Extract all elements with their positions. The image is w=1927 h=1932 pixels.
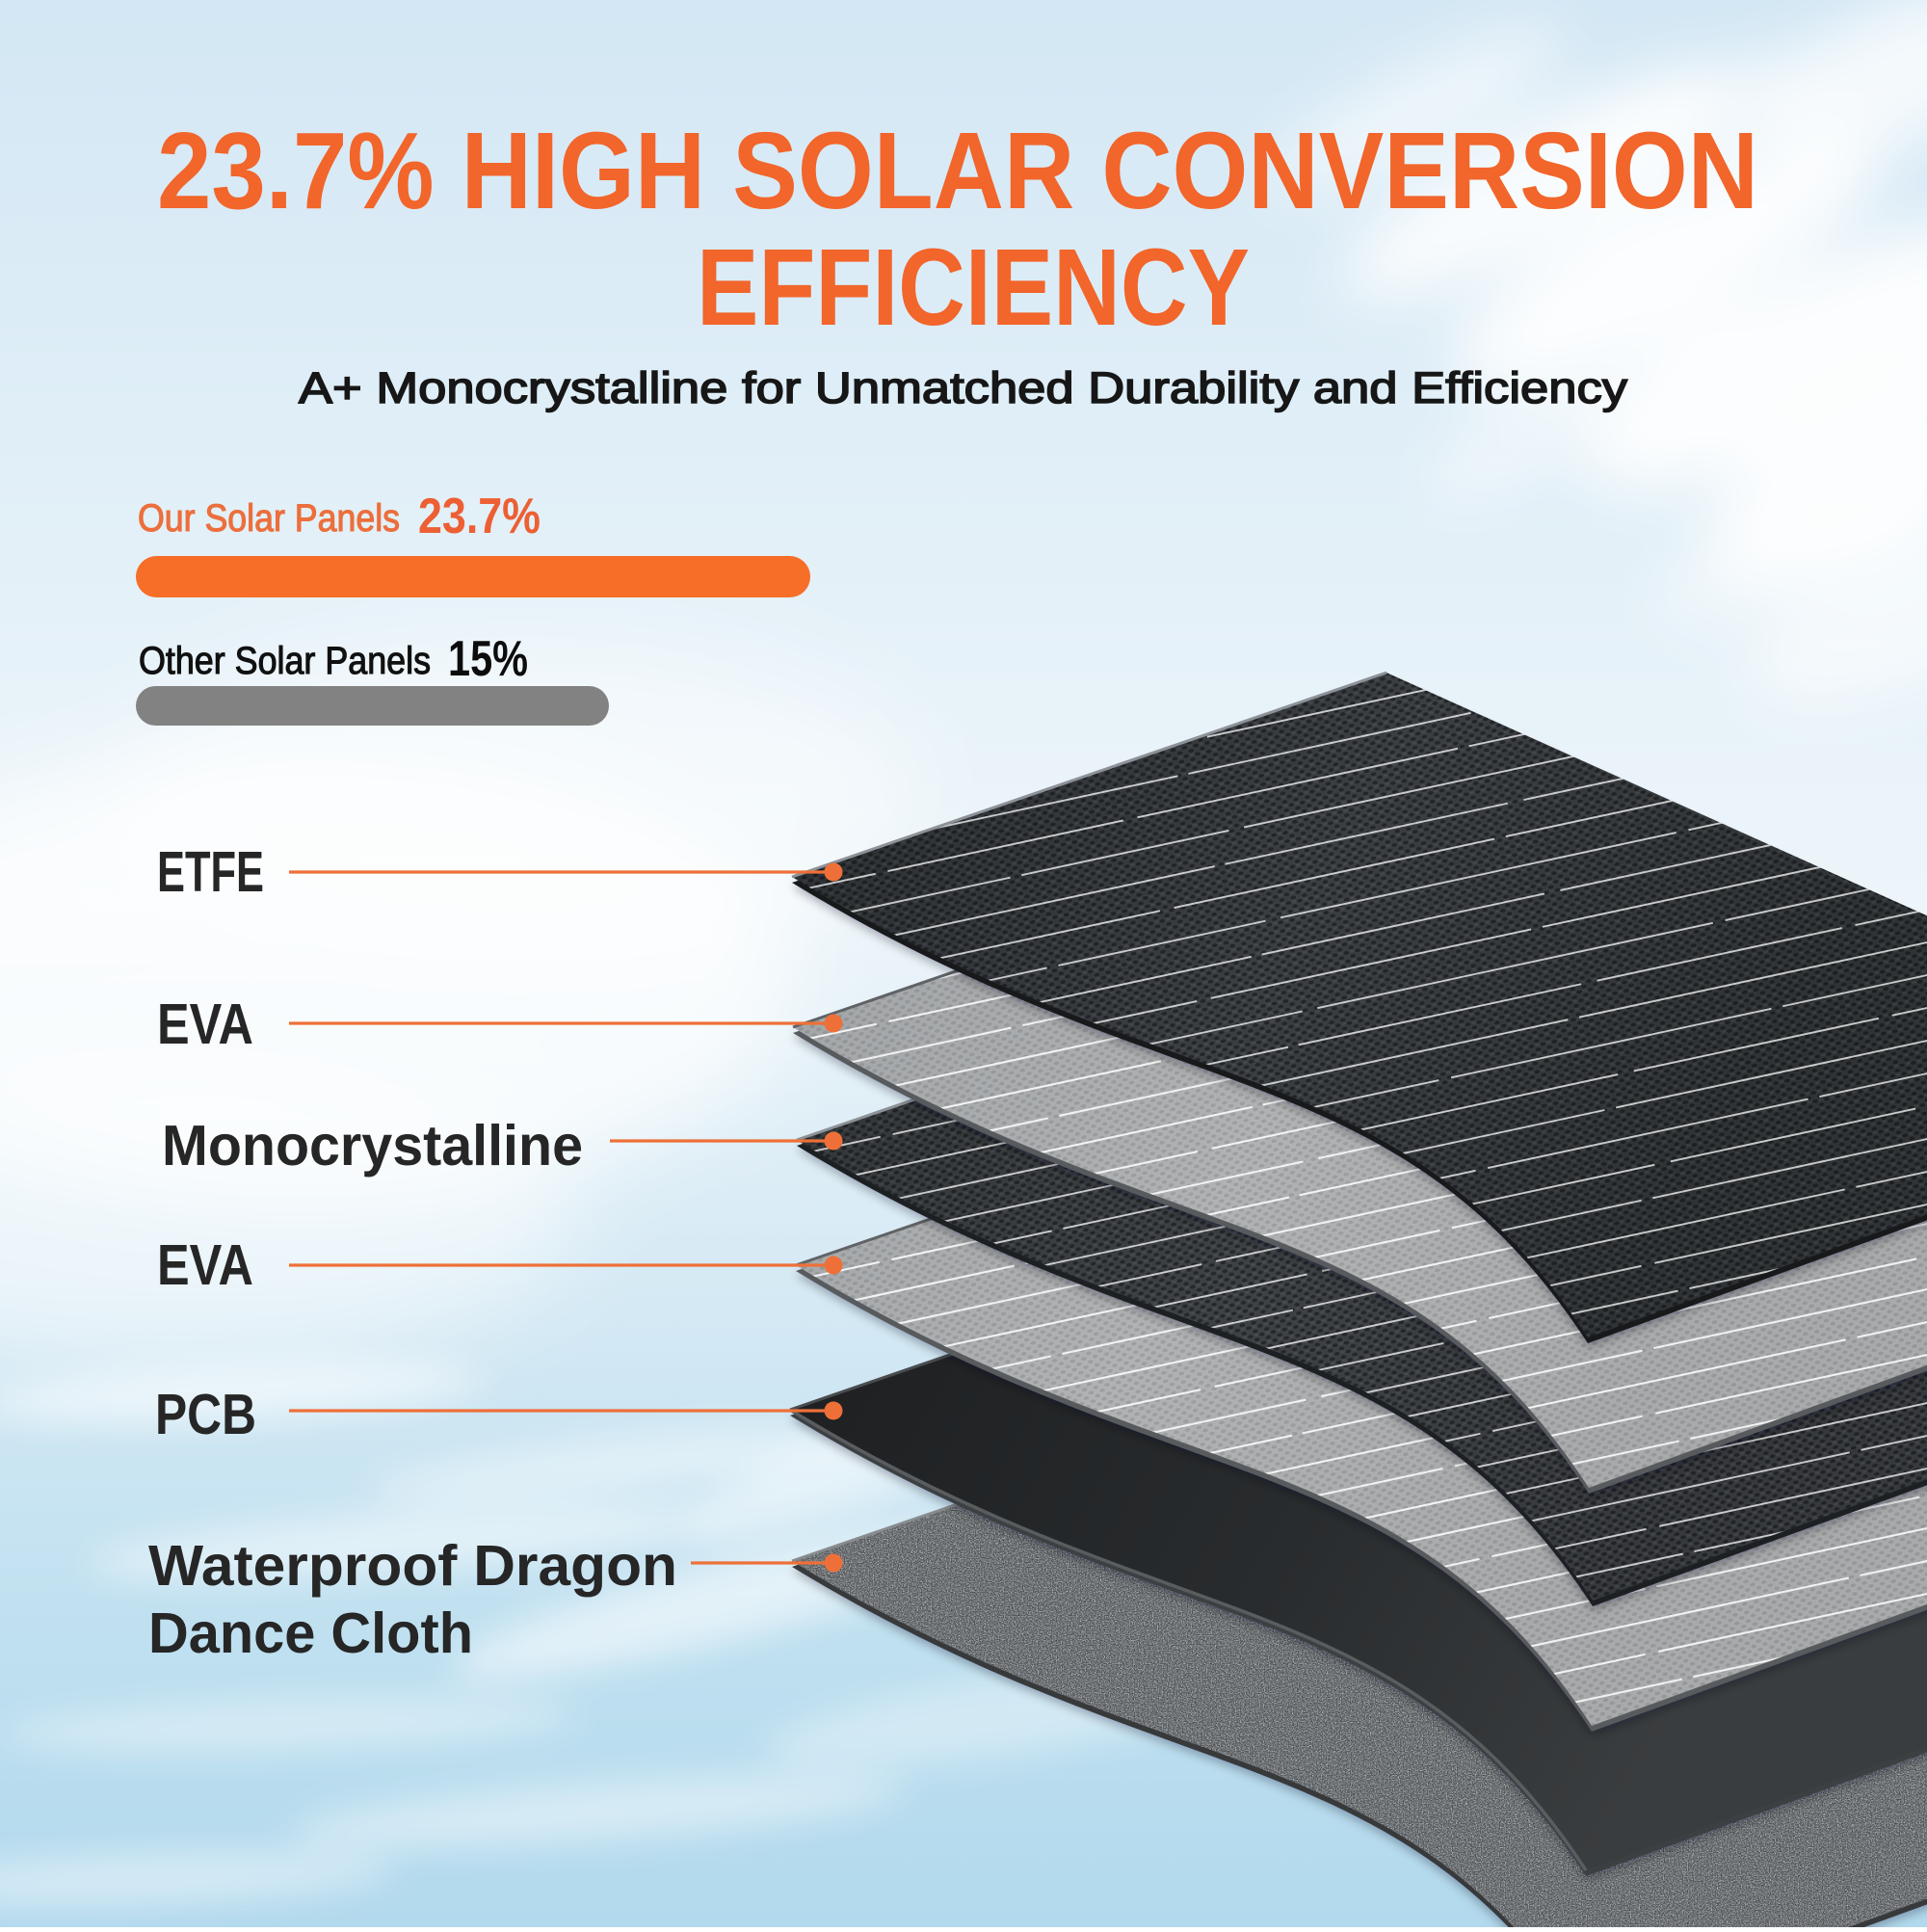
svg-text:Other Solar Panels: Other Solar Panels — [139, 640, 431, 682]
svg-text:PCB: PCB — [155, 1383, 256, 1446]
svg-text:Waterproof Dragon: Waterproof Dragon — [148, 1534, 677, 1598]
svg-text:23.7%: 23.7% — [418, 489, 541, 544]
svg-text:23.7% HIGH SOLAR CONVERSION: 23.7% HIGH SOLAR CONVERSION — [157, 110, 1758, 231]
svg-text:Dance Cloth: Dance Cloth — [148, 1601, 473, 1665]
svg-text:A+ Monocrystalline for Unmatch: A+ Monocrystalline for Unmatched Durabil… — [299, 363, 1628, 412]
svg-text:EVA: EVA — [157, 1233, 253, 1297]
svg-text:Monocrystalline: Monocrystalline — [162, 1114, 583, 1178]
svg-text:ETFE: ETFE — [157, 840, 264, 904]
svg-text:EFFICIENCY: EFFICIENCY — [697, 226, 1250, 348]
svg-text:EVA: EVA — [157, 992, 253, 1056]
svg-text:Our Solar Panels: Our Solar Panels — [138, 497, 400, 540]
svg-text:15%: 15% — [448, 631, 528, 687]
